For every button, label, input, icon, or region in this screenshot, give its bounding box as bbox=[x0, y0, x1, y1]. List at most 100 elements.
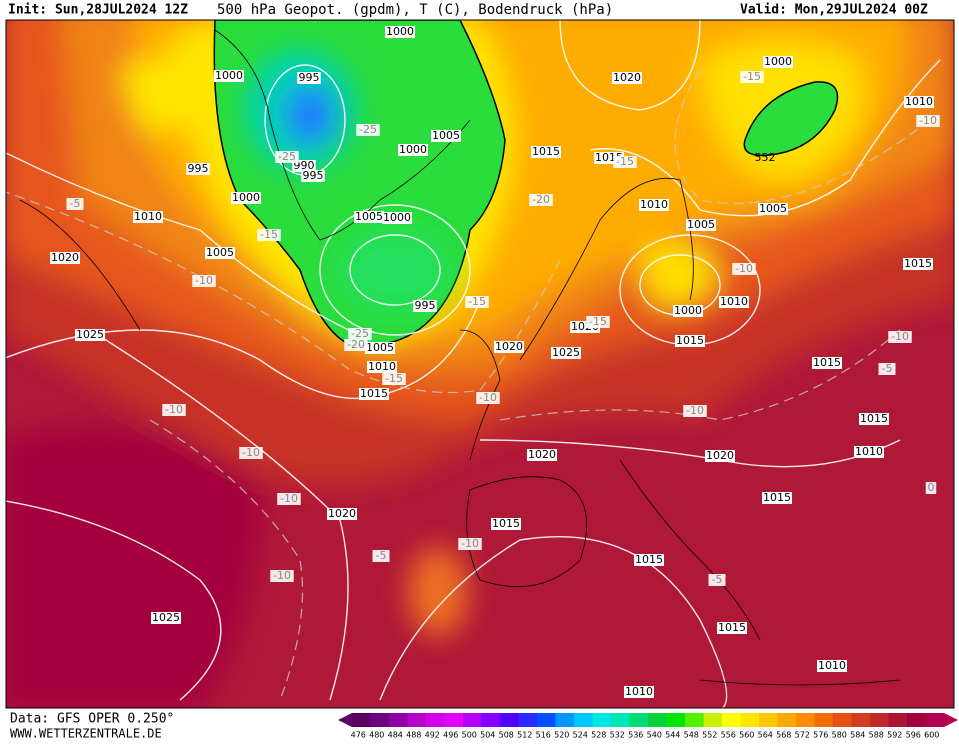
isobar-label: 1005 bbox=[759, 202, 787, 215]
colorbar-cell bbox=[851, 713, 871, 727]
isobar-label-box bbox=[205, 247, 235, 259]
isobar-label-box bbox=[365, 342, 395, 354]
temperature-label-box bbox=[239, 447, 263, 459]
temperature-label: -5 bbox=[882, 362, 893, 375]
temperature-label: -20 bbox=[347, 338, 365, 351]
isobar-label: 1015 bbox=[360, 387, 388, 400]
website: WWW.WETTERZENTRALE.DE bbox=[10, 727, 162, 741]
isobar-label-box bbox=[673, 305, 703, 317]
map-frame bbox=[5, 19, 955, 709]
colorbar-label: 480 bbox=[369, 731, 384, 740]
colorbar-cell bbox=[500, 713, 519, 727]
colorbar-label: 500 bbox=[462, 731, 477, 740]
colorbar-cell bbox=[444, 713, 464, 727]
colorbar-label: 524 bbox=[573, 731, 588, 740]
colorbar-label: 476 bbox=[351, 731, 366, 740]
isobar-label: 1015 bbox=[904, 257, 932, 270]
temperature-label-box bbox=[613, 156, 637, 168]
isobar-label-box bbox=[385, 26, 415, 38]
valid-time: Valid: Mon,29JUL2024 00Z bbox=[740, 3, 928, 18]
temperature-label-box bbox=[356, 124, 380, 136]
isobar-label-box bbox=[527, 449, 557, 461]
temperature-label: -10 bbox=[273, 569, 291, 582]
temperature-label-box bbox=[476, 392, 500, 404]
temperature-label-box bbox=[925, 482, 937, 494]
colorbar-cell bbox=[611, 713, 630, 727]
temperature-label: -5 bbox=[70, 197, 81, 210]
colorbar-end bbox=[338, 713, 352, 727]
temperature-label-box bbox=[465, 296, 489, 308]
colorbar-cell bbox=[925, 713, 945, 727]
isobar-label-box bbox=[763, 56, 793, 68]
temperature-label-box bbox=[458, 538, 482, 550]
temperature-label: -10 bbox=[195, 274, 213, 287]
colorbar-end bbox=[944, 713, 958, 727]
isobar-label: 1020 bbox=[706, 449, 734, 462]
colorbar-label: 512 bbox=[517, 731, 532, 740]
low-552-region bbox=[743, 81, 839, 157]
colorbar-cell bbox=[666, 713, 686, 727]
temperature-label: -15 bbox=[743, 70, 761, 83]
isobar-label: 1005 bbox=[206, 246, 234, 259]
isobar-label: 1025 bbox=[152, 611, 180, 624]
temperature-label-box bbox=[382, 373, 406, 385]
colorbar-cell bbox=[740, 713, 760, 727]
colorbar-label: 516 bbox=[536, 731, 551, 740]
isobar-label: 1025 bbox=[76, 328, 104, 341]
colorbar-label: 568 bbox=[776, 731, 791, 740]
temperature-label: -10 bbox=[479, 391, 497, 404]
temperature-label-box bbox=[878, 363, 896, 375]
isobar-label-box bbox=[903, 258, 933, 270]
isobar-label: 1000 bbox=[386, 25, 414, 38]
temperature-label: -10 bbox=[280, 492, 298, 505]
isobar-label-box bbox=[817, 660, 847, 672]
isobar-label: 995 bbox=[299, 71, 320, 84]
temperature-label: -10 bbox=[891, 330, 909, 343]
colorbar-cell bbox=[407, 713, 427, 727]
isobar-label-box bbox=[904, 96, 934, 108]
map-field bbox=[6, 20, 954, 708]
isobar-label: 1015 bbox=[676, 334, 704, 347]
isobar-label: 1025 bbox=[552, 346, 580, 359]
temperature-label: -10 bbox=[165, 403, 183, 416]
isobar-label-box bbox=[634, 554, 664, 566]
temperature-label-box bbox=[257, 229, 281, 241]
temperature-label-box bbox=[348, 328, 372, 340]
data-source: Data: GFS OPER 0.250° bbox=[10, 712, 174, 727]
isobar-label-box bbox=[812, 357, 842, 369]
temperature-label-box bbox=[586, 316, 610, 328]
isobar-label-box bbox=[431, 130, 461, 142]
temperature-label: -15 bbox=[589, 315, 607, 328]
isobar-label: 1000 bbox=[383, 211, 411, 224]
temperature-label-box bbox=[192, 275, 216, 287]
temperature-label-box bbox=[277, 493, 301, 505]
colorbar-cell bbox=[370, 713, 390, 727]
isobar-label-box bbox=[639, 199, 669, 211]
isobar-label-box bbox=[612, 72, 642, 84]
colorbar-cell bbox=[814, 713, 834, 727]
temperature-label-box bbox=[888, 331, 912, 343]
colorbar-label: 496 bbox=[443, 731, 458, 740]
colorbar-label: 592 bbox=[887, 731, 902, 740]
isobar-label: 1020 bbox=[328, 507, 356, 520]
colorbar-label: 560 bbox=[739, 731, 754, 740]
colorbar-label: 552 bbox=[702, 731, 717, 740]
isobar-label-box bbox=[231, 192, 261, 204]
isobar-label: 1010 bbox=[368, 360, 396, 373]
isobar-label-box bbox=[75, 329, 105, 341]
colorbar-cell bbox=[518, 713, 538, 727]
colorbar-label: 540 bbox=[647, 731, 662, 740]
temperature-label: -15 bbox=[385, 372, 403, 385]
temperature-label: 0 bbox=[928, 481, 935, 494]
colorbar-cell bbox=[426, 713, 445, 727]
isobar-label-box bbox=[531, 146, 561, 158]
colorbar-cell bbox=[555, 713, 575, 727]
temperature-label-box bbox=[529, 194, 553, 206]
colorbar-cell bbox=[574, 713, 593, 727]
isobar-label: 1000 bbox=[764, 55, 792, 68]
isobar-label: 1005 bbox=[366, 341, 394, 354]
isobar-label-box bbox=[382, 212, 412, 224]
isobar-label-box bbox=[354, 211, 384, 223]
temperature-label-box bbox=[740, 71, 764, 83]
